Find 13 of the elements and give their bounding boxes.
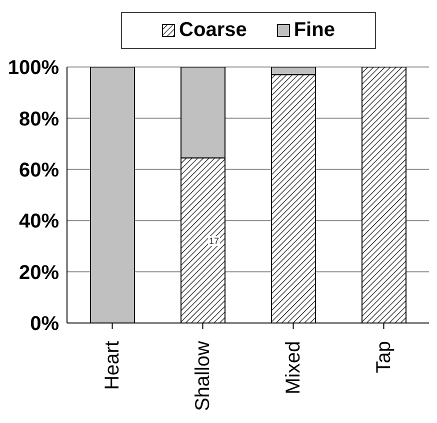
x-tick-label: Shallow xyxy=(192,340,214,412)
x-tick-label: Heart xyxy=(101,340,124,390)
y-tick-label: 20% xyxy=(18,262,60,284)
y-tick-label: 40% xyxy=(18,210,60,233)
x-tick-label: Mixed xyxy=(282,341,304,394)
legend-label: Coarse xyxy=(178,19,247,42)
legend-label: Fine xyxy=(292,19,335,42)
annotation: 17 xyxy=(208,236,220,246)
y-tick-label: 0% xyxy=(30,313,60,336)
x-tick-label: Tap xyxy=(372,341,395,374)
y-tick-label: 80% xyxy=(18,108,60,130)
y-tick-label: 60% xyxy=(18,160,60,182)
y-tick-label: 100% xyxy=(8,57,60,80)
